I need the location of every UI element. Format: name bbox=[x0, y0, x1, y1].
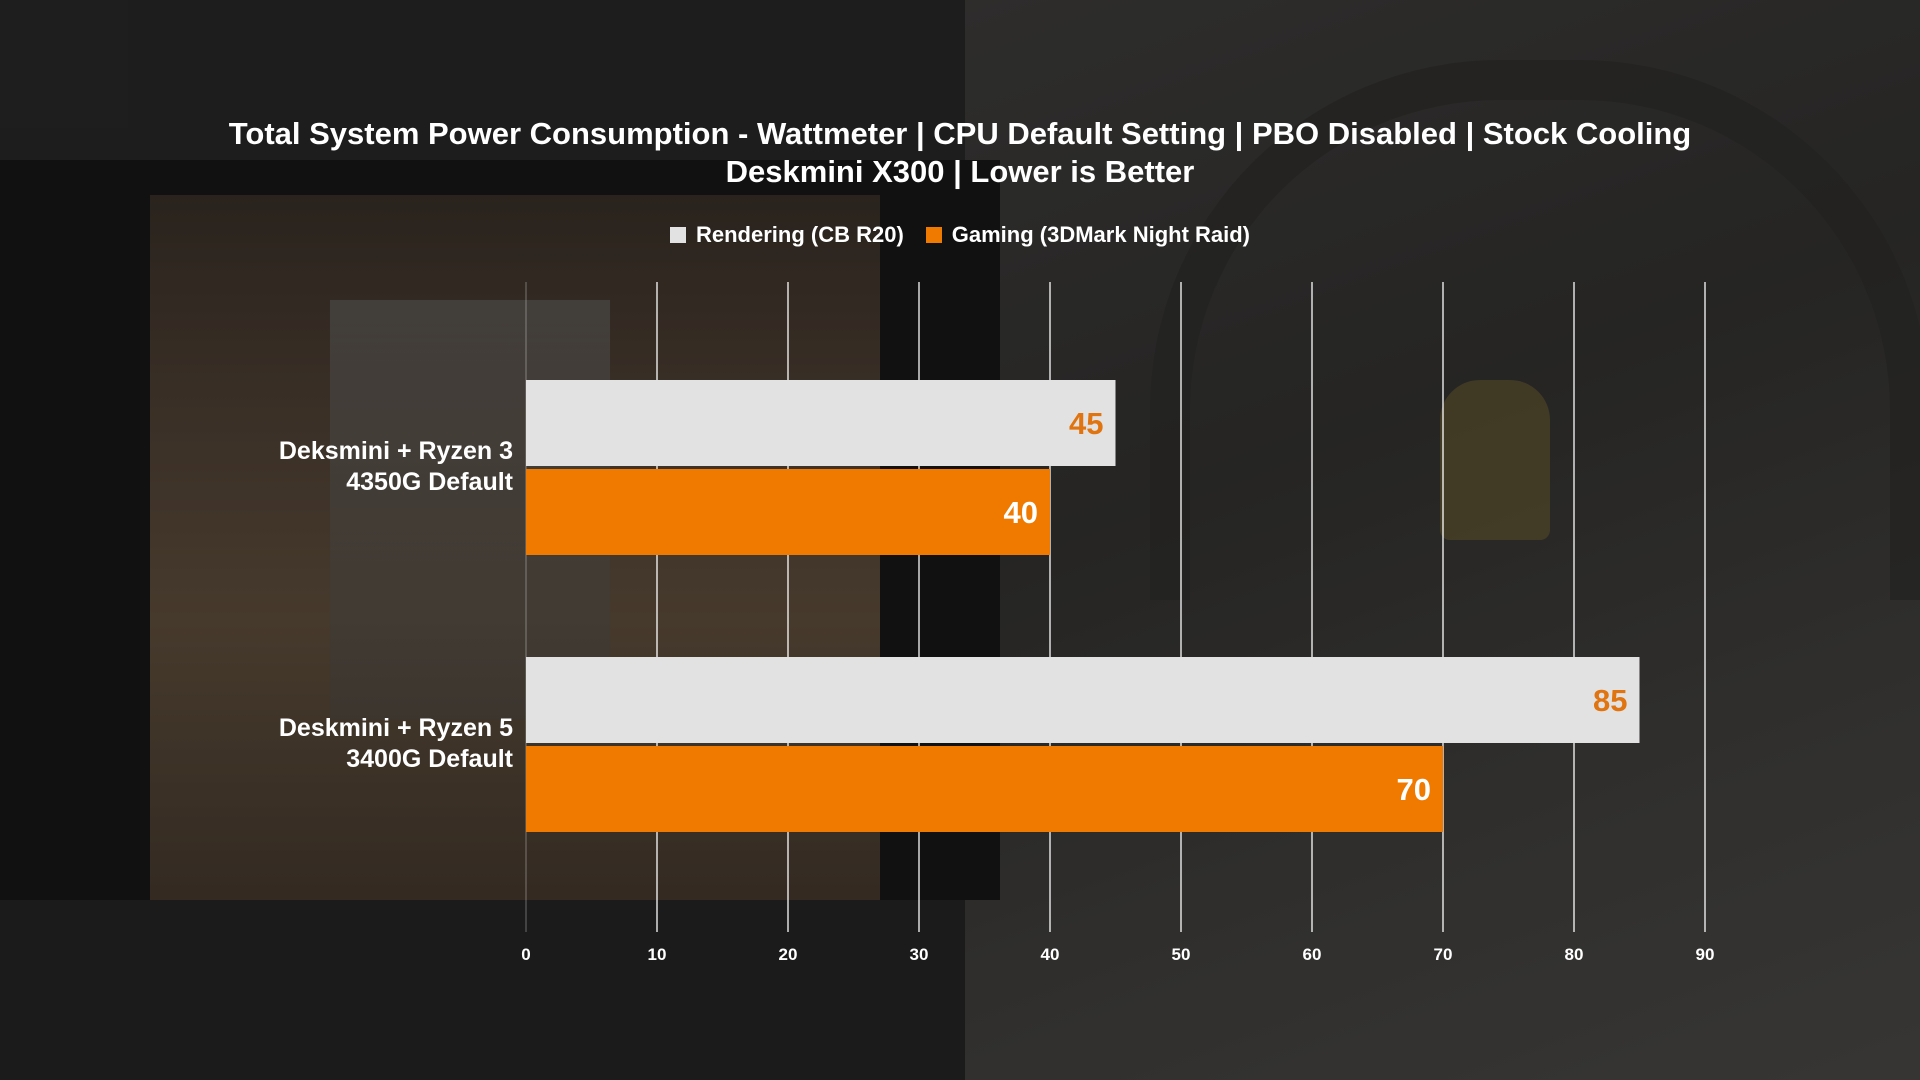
x-tick-label-0: 0 bbox=[521, 945, 530, 964]
legend-label-gaming: Gaming (3DMark Night Raid) bbox=[951, 222, 1251, 247]
category-label-ryzen3: Deksmini + Ryzen 3 4350G Default bbox=[113, 436, 513, 498]
data-label-gaming-0: 40 bbox=[1004, 495, 1038, 530]
data-label-rendering-0: 45 bbox=[1069, 406, 1103, 441]
x-tick-label-30: 30 bbox=[910, 945, 929, 964]
category-label-ryzen5-line2: 3400G Default bbox=[346, 745, 513, 773]
chart-legend: Rendering (CB R20) Gaming (3DMark Night … bbox=[0, 222, 1920, 248]
x-tick-label-90: 90 bbox=[1696, 945, 1715, 964]
x-tick-label-80: 80 bbox=[1565, 945, 1584, 964]
category-label-ryzen3-line2: 4350G Default bbox=[346, 468, 513, 496]
chart-title-line-2: Deskmini X300 | Lower is Better bbox=[725, 154, 1195, 189]
legend-item-gaming: Gaming (3DMark Night Raid) bbox=[925, 222, 1251, 248]
legend-swatch-gaming bbox=[925, 227, 942, 243]
legend-label-rendering: Rendering (CB R20) bbox=[695, 222, 904, 247]
data-label-gaming-1: 70 bbox=[1397, 772, 1431, 807]
bar-gaming-1 bbox=[526, 746, 1443, 832]
bar-gaming-0 bbox=[526, 469, 1050, 555]
x-tick-label-60: 60 bbox=[1303, 945, 1322, 964]
bar-rendering-1 bbox=[526, 657, 1640, 743]
legend-swatch-rendering bbox=[669, 227, 686, 243]
x-tick-label-40: 40 bbox=[1041, 945, 1060, 964]
x-tick-label-20: 20 bbox=[779, 945, 798, 964]
background-top bbox=[0, 0, 965, 160]
x-tick-label-70: 70 bbox=[1434, 945, 1453, 964]
background-bottom bbox=[0, 900, 965, 1080]
background-figure bbox=[1440, 380, 1550, 540]
x-tick-label-50: 50 bbox=[1172, 945, 1191, 964]
chart-title-line-1: Total System Power Consumption - Wattmet… bbox=[228, 116, 1692, 151]
category-label-ryzen5-line1: Deskmini + Ryzen 5 bbox=[278, 714, 513, 742]
category-label-ryzen3-line1: Deksmini + Ryzen 3 bbox=[278, 437, 513, 465]
legend-item-rendering: Rendering (CB R20) bbox=[669, 222, 904, 248]
category-label-ryzen5: Deskmini + Ryzen 5 3400G Default bbox=[113, 713, 513, 775]
x-tick-label-10: 10 bbox=[648, 945, 667, 964]
bar-rendering-0 bbox=[526, 380, 1116, 466]
data-label-rendering-1: 85 bbox=[1593, 683, 1627, 718]
